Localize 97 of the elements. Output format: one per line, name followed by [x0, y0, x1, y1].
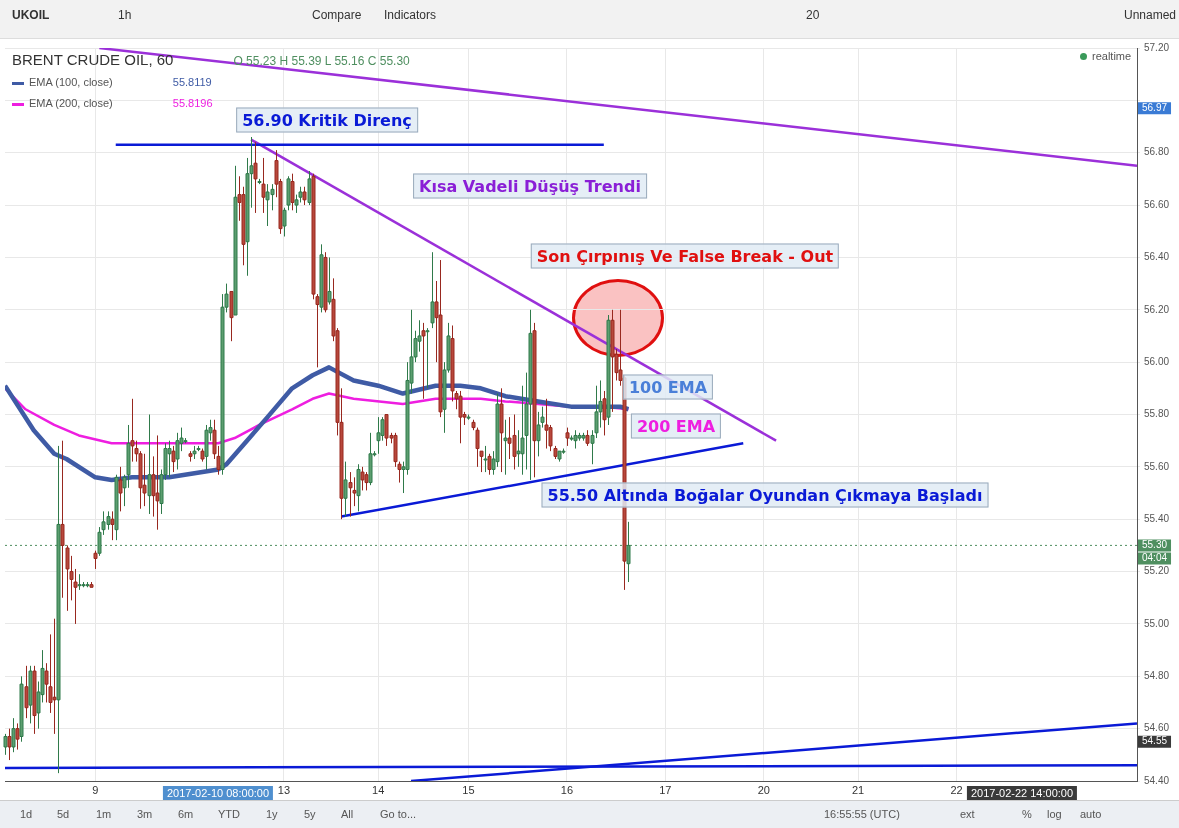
- x-tick-label: 17: [659, 783, 672, 796]
- y-tick-label: 55.40: [1144, 512, 1170, 524]
- candlestick: [430, 251, 435, 329]
- chart-title: BRENT CRUDE OIL, 60: [12, 51, 174, 68]
- candlestick: [487, 453, 492, 476]
- candlestick: [327, 256, 332, 306]
- candlestick: [360, 466, 365, 491]
- candlestick: [3, 733, 8, 756]
- text: auto: [1080, 808, 1102, 820]
- y-tick-label: 54.60: [1144, 722, 1170, 734]
- y-tick-label: 55.80: [1144, 408, 1170, 420]
- y-tick-label: 55.60: [1144, 460, 1170, 472]
- candlestick: [282, 207, 287, 237]
- annotation: 200 EMA: [630, 413, 722, 439]
- candlestick: [60, 440, 65, 599]
- candlestick: [171, 445, 176, 473]
- y-tick-label: 56.60: [1144, 198, 1170, 210]
- text: 1m: [96, 808, 112, 820]
- candlestick: [384, 414, 389, 447]
- legend-label: EMA (100, close): [29, 76, 113, 88]
- annotation: 55.8119: [172, 76, 212, 88]
- annotation: 55.8196: [172, 97, 213, 109]
- x-tick-label: 15: [462, 783, 475, 796]
- x-tick-label: 21: [851, 783, 865, 796]
- candlestick: [503, 419, 508, 476]
- candlestick: [343, 461, 348, 518]
- text: 20: [806, 8, 820, 22]
- candlestick: [425, 327, 430, 389]
- text: All: [341, 808, 354, 820]
- text: 2017-02-22 14:00:00: [966, 786, 1078, 800]
- candlestick: [65, 544, 70, 612]
- candlestick: [147, 414, 152, 515]
- annotation: 56.97: [1142, 101, 1168, 113]
- candlestick: [421, 322, 426, 400]
- x-tick-label: 16: [560, 783, 574, 796]
- y-tick-label: 56.00: [1144, 355, 1170, 367]
- candlestick: [364, 471, 369, 491]
- x-tick-label: 14: [372, 783, 385, 796]
- text: Indicators: [384, 8, 437, 22]
- annotation: realtime: [1091, 50, 1132, 62]
- candlestick: [536, 411, 541, 457]
- y-tick-label: 56.40: [1144, 251, 1170, 263]
- y-tick-label: 54.80: [1144, 670, 1170, 682]
- text: Go to...: [380, 808, 417, 820]
- text: 04:04: [1142, 552, 1168, 564]
- candlestick: [52, 618, 57, 735]
- y-tick-label: 57.20: [1144, 41, 1170, 53]
- legend-label: EMA (200, close): [29, 97, 113, 109]
- candlestick: [626, 521, 631, 583]
- candlestick: [348, 471, 353, 518]
- annotation: 55.50 Altında Boğalar Oyundan Çıkmaya Başladı: [541, 482, 989, 508]
- text: %: [1022, 808, 1032, 820]
- ref-line-label: 55.30: [1142, 539, 1168, 551]
- text: ext: [960, 808, 975, 820]
- text: 5y: [304, 808, 316, 820]
- annotation: Son Çırpınış Ve False Break - Out: [530, 243, 840, 269]
- x-tick-label: 20: [757, 783, 770, 796]
- text: 1y: [266, 808, 278, 820]
- x-tick-label: 9: [92, 783, 99, 796]
- candlestick: [307, 170, 312, 206]
- annotation: Kısa Vadeli Düşüş Trendi: [413, 173, 647, 199]
- candlestick: [483, 445, 488, 473]
- x-tick-label: 22: [950, 783, 963, 796]
- candlestick: [142, 453, 147, 507]
- y-tick-label: 56.80: [1144, 146, 1170, 158]
- text: Compare: [312, 8, 362, 22]
- y-tick-label: 55.00: [1144, 617, 1170, 629]
- annotation: 100 EMA: [622, 374, 714, 400]
- text: 3m: [137, 808, 153, 820]
- y-tick-label: 54.40: [1144, 774, 1170, 786]
- candlestick: [93, 550, 98, 570]
- candlestick: [175, 432, 180, 470]
- text: YTD: [218, 808, 240, 820]
- candlestick: [167, 440, 172, 478]
- candlestick: [130, 398, 135, 463]
- annotation: 54.55: [1142, 735, 1168, 747]
- candlestick: [618, 309, 623, 387]
- text: 16:55:55 (UTC): [824, 808, 900, 820]
- y-tick-label: 55.20: [1144, 565, 1170, 577]
- candlestick: [544, 398, 549, 450]
- annotation: 56.90 Kritik Direnç: [236, 107, 418, 133]
- text: 1h: [118, 8, 132, 22]
- candlestick: [7, 728, 12, 761]
- x-tick-label: 13: [277, 783, 291, 796]
- text: 1d: [20, 808, 33, 820]
- text: log: [1047, 808, 1062, 820]
- text: UKOIL: [12, 8, 50, 22]
- candlestick: [15, 722, 20, 751]
- text: 5d: [57, 808, 70, 820]
- text: 2017-02-10 08:00:00: [162, 786, 274, 800]
- candlestick: [602, 390, 607, 436]
- candlestick: [24, 665, 29, 719]
- text: Unnamed: [1124, 8, 1177, 22]
- text: 6m: [178, 808, 194, 820]
- y-tick-label: 56.20: [1144, 303, 1170, 315]
- candlestick: [516, 429, 521, 468]
- candlestick: [475, 427, 480, 468]
